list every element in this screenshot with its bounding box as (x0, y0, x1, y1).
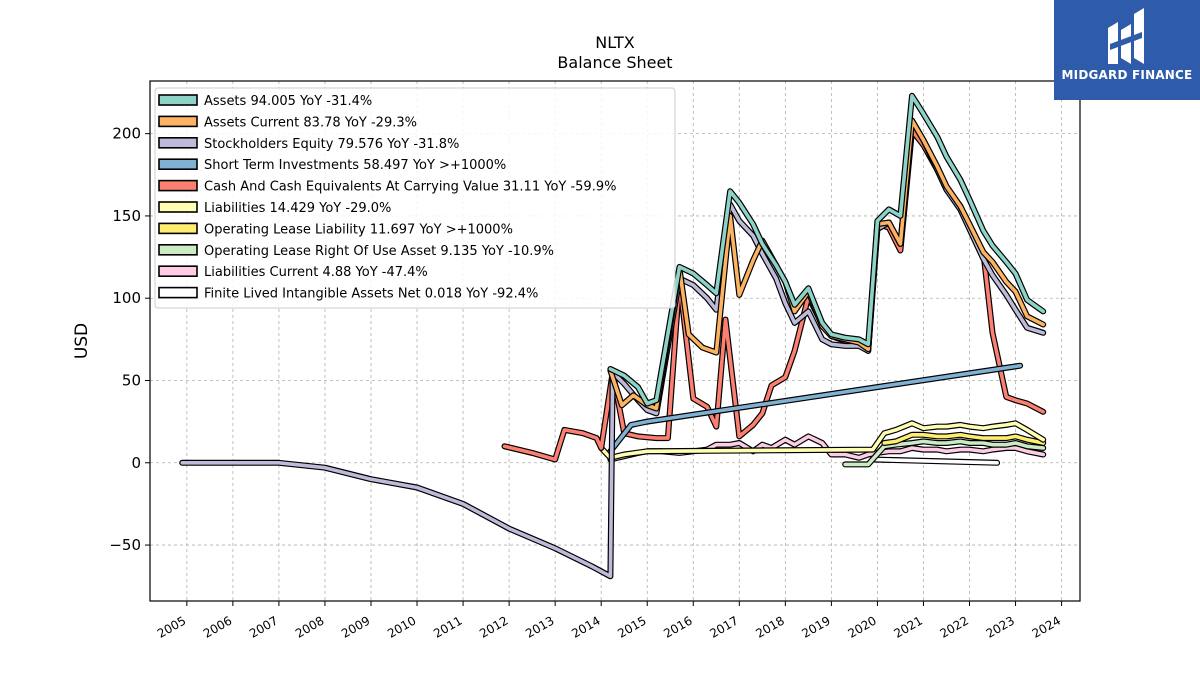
x-tick-label: 2023 (984, 613, 1017, 640)
plot-frame (149, 80, 1081, 602)
legend-label: Liabilities Current 4.88 YoY -47.4% (204, 265, 428, 280)
series-line (608, 94, 1045, 406)
legend-label: Operating Lease Liability 11.697 YoY >+1… (204, 222, 513, 237)
legend-label: Stockholders Equity 79.576 YoY -31.8% (204, 137, 459, 152)
legend-swatch (158, 201, 198, 213)
x-tick-label: 2007 (247, 613, 280, 640)
y-tick-label: 150 (112, 207, 141, 225)
legend: Assets 94.005 YoY -31.4% Assets Current 8… (154, 87, 676, 309)
x-tick-label: 2010 (385, 613, 418, 640)
legend-swatch (158, 115, 198, 128)
y-tick-label: 100 (112, 289, 141, 307)
y-tick-label: 50 (122, 371, 141, 389)
y-axis-ticks: −50 0 50 100 150 200 (109, 125, 150, 554)
x-tick-label: 2005 (155, 613, 188, 640)
x-tick-label: 2008 (293, 613, 326, 640)
legend-swatch (158, 244, 198, 256)
brand-badge: MIDGARD FINANCE (1054, 0, 1200, 100)
x-tick-label: 2012 (477, 613, 510, 640)
y-axis-label: USD (72, 323, 92, 359)
x-tick-label: 2011 (431, 613, 464, 640)
series-operating-lease-liability (881, 431, 1047, 446)
x-tick-label: 2016 (661, 613, 694, 640)
legend-label: Assets Current 83.78 YoY -29.3% (204, 115, 417, 130)
legend-swatch (158, 286, 198, 299)
legend-label: Cash And Cash Equivalents At Carrying Va… (204, 180, 616, 195)
series-lines (179, 92, 1047, 580)
legend-swatch (158, 94, 198, 106)
legend-swatch (158, 137, 198, 149)
midgard-logo-icon (1102, 8, 1152, 70)
x-tick-label: 2021 (892, 613, 925, 640)
legend-swatch (158, 222, 198, 235)
legend-label: Liabilities 14.429 YoY -29.0% (204, 201, 391, 216)
chart-title: NLTX (595, 33, 635, 52)
legend-swatch (158, 179, 198, 192)
x-tick-label: 2018 (753, 613, 786, 640)
y-tick-label: −50 (109, 536, 141, 554)
x-tick-label: 2024 (1030, 613, 1063, 640)
legend-label: Assets 94.005 YoY -31.4% (204, 94, 372, 109)
x-tick-label: 2017 (707, 613, 740, 640)
series-line (870, 457, 999, 465)
chart-subtitle: Balance Sheet (557, 53, 673, 72)
legend-swatch (158, 265, 198, 278)
series-assets (607, 92, 1047, 407)
x-tick-label: 2020 (845, 613, 878, 640)
x-axis-ticks: 2005 2006 2007 2008 2009 2010 2011 2012 2013 2014… (155, 601, 1063, 641)
y-tick-label: 200 (112, 125, 141, 143)
series-line (882, 432, 1045, 445)
x-tick-label: 2006 (201, 613, 234, 640)
legend-swatch (158, 158, 198, 170)
series-short-term-investments (607, 362, 1024, 455)
series-liabilities (598, 420, 1047, 461)
series-line (599, 421, 1045, 460)
series-line (843, 439, 1045, 467)
series-operating-lease-right-of-use-asset (842, 438, 1047, 468)
x-tick-label: 2013 (523, 613, 556, 640)
x-tick-label: 2022 (938, 613, 971, 640)
brand-name: MIDGARD FINANCE (1061, 68, 1193, 82)
legend-label: Finite Lived Intangible Assets Net 0.018… (204, 287, 538, 302)
x-tick-label: 2019 (799, 613, 832, 640)
x-tick-label: 2009 (339, 613, 372, 640)
y-tick-label: 0 (131, 454, 141, 472)
x-tick-label: 2015 (615, 613, 648, 640)
series-finite-lived-intangible-assets-net (869, 456, 1001, 466)
legend-box (154, 87, 676, 309)
x-tick-label: 2014 (569, 613, 602, 640)
series-line (608, 363, 1022, 454)
legend-label: Operating Lease Right Of Use Asset 9.135… (204, 244, 554, 259)
legend-label: Short Term Investments 58.497 YoY >+1000… (204, 158, 506, 173)
